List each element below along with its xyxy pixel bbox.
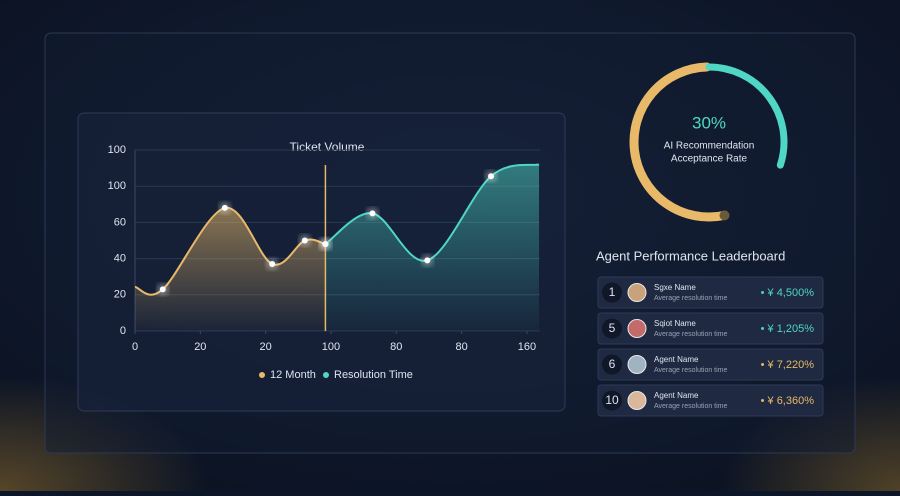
gauge-track bbox=[629, 62, 730, 222]
point bbox=[369, 210, 376, 217]
agent-metric: Average resolution time bbox=[654, 367, 728, 374]
rank-badge bbox=[602, 354, 622, 375]
y-tick-label: 100 bbox=[108, 180, 126, 192]
rank: 1 bbox=[609, 285, 616, 299]
agent-name: Sqiot Name bbox=[654, 319, 696, 328]
agent-metric: Average resolution time bbox=[654, 403, 728, 410]
agent-name: Agent Name bbox=[654, 391, 699, 400]
rank-badge bbox=[602, 282, 622, 303]
leaderboard-title: Agent Performance Leaderboard bbox=[596, 248, 785, 263]
avatar bbox=[627, 319, 647, 338]
area bbox=[325, 164, 540, 331]
avatar bbox=[627, 391, 647, 410]
point bbox=[301, 237, 308, 244]
gauge-label: AI Recommendation bbox=[664, 141, 755, 152]
leaderboard-row bbox=[597, 312, 824, 345]
agent-name: Sgxe Name bbox=[654, 283, 696, 292]
leaderboard-row bbox=[597, 384, 824, 417]
point bbox=[269, 261, 276, 268]
agent-name: Agent Name bbox=[654, 355, 699, 364]
legend-marker bbox=[323, 372, 329, 378]
agent-value: • ¥ 1,205% bbox=[761, 323, 815, 335]
point bbox=[322, 241, 329, 248]
x-tick-label: 20 bbox=[260, 341, 272, 353]
gauge-label: Acceptance Rate bbox=[671, 154, 748, 165]
gauge-value: 30% bbox=[692, 113, 726, 132]
rank: 10 bbox=[605, 393, 619, 407]
rank-badge bbox=[602, 390, 622, 411]
point bbox=[159, 286, 166, 293]
gauge-value-arc bbox=[705, 63, 788, 169]
rank: 6 bbox=[609, 357, 616, 371]
x-tick-label: 80 bbox=[390, 341, 402, 353]
x-tick-label: 20 bbox=[194, 341, 206, 353]
rank-badge bbox=[602, 318, 622, 339]
point bbox=[424, 257, 431, 264]
avatar bbox=[627, 283, 647, 302]
legend-label: Resolution Time bbox=[334, 369, 413, 381]
agent-value: • ¥ 7,220% bbox=[761, 359, 815, 371]
legend-marker bbox=[259, 372, 265, 378]
chart-title: Ticket Volume bbox=[290, 140, 365, 154]
area bbox=[135, 207, 326, 331]
leaderboard-row bbox=[597, 348, 824, 381]
avatar bbox=[627, 355, 647, 374]
point bbox=[221, 204, 228, 211]
y-tick-label: 0 bbox=[120, 325, 126, 337]
agent-metric: Average resolution time bbox=[654, 331, 728, 338]
y-tick-label: 100 bbox=[108, 144, 126, 156]
y-tick-label: 60 bbox=[114, 216, 126, 228]
x-tick-label: 80 bbox=[455, 341, 467, 353]
gauge-cap bbox=[719, 210, 730, 221]
x-tick-label: 160 bbox=[518, 341, 536, 353]
agent-value: • ¥ 4,500% bbox=[761, 287, 815, 299]
point bbox=[488, 173, 495, 180]
agent-metric: Average resolution time bbox=[654, 295, 728, 302]
y-tick-label: 40 bbox=[114, 253, 126, 265]
leaderboard-row bbox=[597, 276, 824, 309]
y-tick-label: 20 bbox=[114, 289, 126, 301]
agent-value: • ¥ 6,360% bbox=[761, 395, 815, 407]
x-tick-label: 0 bbox=[132, 341, 138, 353]
legend-label: 12 Month bbox=[270, 369, 316, 381]
x-tick-label: 100 bbox=[322, 341, 340, 353]
rank: 5 bbox=[609, 321, 616, 335]
